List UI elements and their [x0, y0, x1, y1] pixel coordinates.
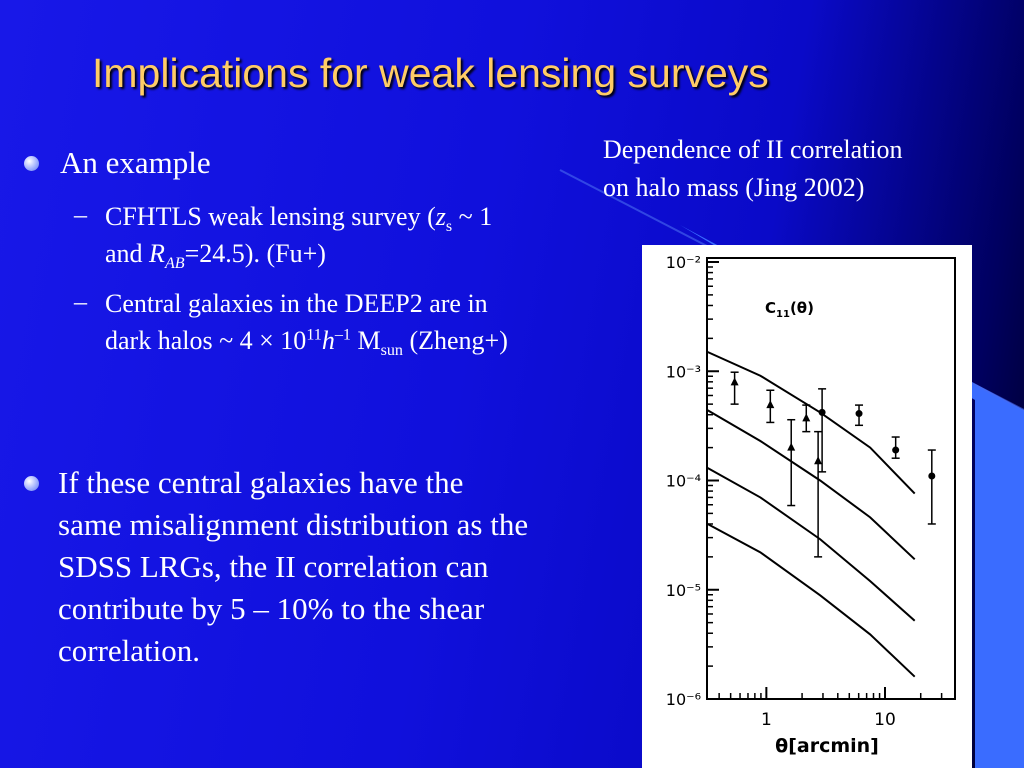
- data-point: [818, 408, 826, 416]
- text-run: Central galaxies in the DEEP2 are in dar…: [105, 289, 488, 355]
- bullet-dot: [24, 476, 39, 491]
- text-run: (Zheng+): [402, 326, 508, 355]
- text-run: 11: [306, 326, 322, 344]
- y-tick-label: 10⁻⁶: [666, 690, 701, 709]
- figure-background: [642, 245, 972, 768]
- caption-line: on halo mass (Jing 2002): [603, 173, 865, 202]
- figure: C11(θ) θ[arcmin] 10⁻² 10⁻³ 10⁻⁴ 10⁻⁵ 10⁻⁶ 1 10: [642, 245, 972, 768]
- text-run: z: [435, 202, 446, 231]
- sub-bullet-dash: –: [74, 200, 87, 229]
- slide-title: Implications for weak lensing surveys: [92, 50, 769, 96]
- model-curve: [707, 523, 916, 678]
- text-run: h: [321, 326, 335, 355]
- data-point: [855, 410, 863, 418]
- text-run: (θ): [790, 299, 814, 317]
- text-run: s: [445, 218, 453, 236]
- caption-line: Dependence of II correlation: [603, 135, 903, 164]
- sub-bullet-text: CFHTLS weak lensing survey (zs ~ 1 and R…: [105, 198, 530, 272]
- data-point: [766, 400, 775, 409]
- figure-caption: Dependence of II correlation on halo mas…: [603, 131, 903, 207]
- sub-bullet-dash: –: [74, 287, 87, 316]
- data-point: [892, 446, 900, 454]
- x-tick-label: 1: [761, 710, 772, 730]
- text-run: C: [765, 299, 776, 317]
- plot-frame: [706, 257, 956, 700]
- bullet-dot: [24, 156, 39, 171]
- sub-bullet-text: Central galaxies in the DEEP2 are in dar…: [105, 285, 530, 359]
- y-tick-label: 10⁻³: [666, 362, 701, 381]
- text-run: M: [350, 326, 381, 355]
- model-curve: [707, 467, 916, 622]
- data-point: [814, 456, 823, 465]
- y-tick-label: 10⁻⁴: [666, 472, 701, 491]
- data-point: [802, 413, 811, 422]
- y-tick-label: 10⁻²: [666, 253, 701, 272]
- text-run: 11: [776, 309, 790, 320]
- text-run: AB: [164, 255, 185, 273]
- bullet-text: An example: [60, 145, 211, 180]
- model-curve: [707, 409, 916, 561]
- text-run: sun: [380, 342, 403, 360]
- x-tick-label: 10: [874, 710, 896, 730]
- figure-label: C11(θ): [765, 299, 814, 320]
- text-run: ~ 1 and: [105, 202, 493, 268]
- text-run: R: [149, 239, 165, 268]
- text-run: =24.5). (Fu+): [184, 239, 326, 268]
- x-axis-label: θ[arcmin]: [775, 735, 879, 757]
- data-point: [928, 472, 936, 480]
- accent-band: [680, 225, 1024, 768]
- data-point: [787, 442, 796, 451]
- text-run: –1: [334, 326, 351, 344]
- text-run: CFHTLS weak lensing survey (: [105, 202, 436, 231]
- bullet-text: If these central galaxies have the same …: [58, 465, 529, 668]
- data-point: [730, 377, 739, 386]
- y-tick-label: 10⁻⁵: [666, 581, 701, 600]
